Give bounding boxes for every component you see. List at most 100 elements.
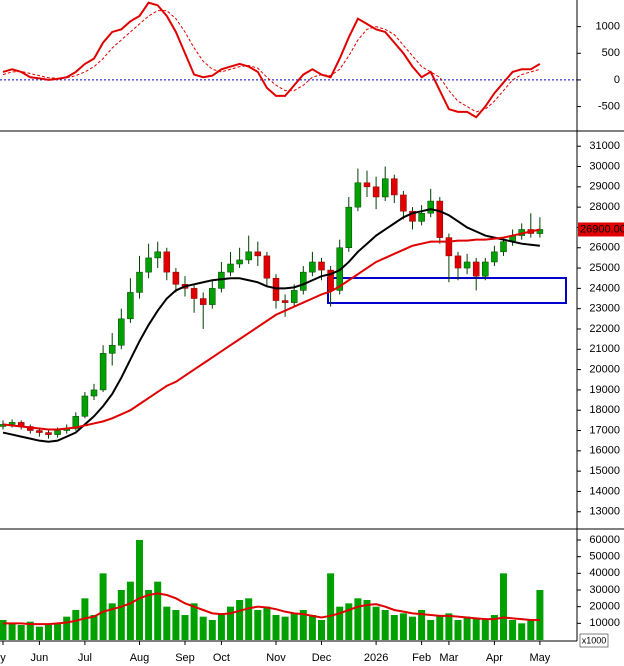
unit-label: x1000 bbox=[582, 635, 607, 645]
x-tick-label: Oct bbox=[213, 652, 230, 664]
volume-bar bbox=[35, 626, 43, 640]
volume-bar bbox=[272, 615, 280, 640]
volume-bar bbox=[163, 606, 171, 640]
candle-body bbox=[245, 251, 252, 261]
last-price-label: 26900.00 bbox=[580, 223, 624, 235]
volume-bar bbox=[381, 610, 389, 640]
x-tick-label: Dec bbox=[312, 652, 332, 664]
volume-bar bbox=[509, 620, 517, 640]
volume-bar bbox=[536, 590, 544, 640]
x-tick-label: Jun bbox=[31, 652, 49, 664]
line-series bbox=[2, 228, 541, 431]
volume-bar bbox=[518, 623, 526, 640]
volume-bar bbox=[90, 615, 98, 640]
candle-body bbox=[290, 290, 298, 303]
y-tick-label: 21000 bbox=[589, 343, 620, 355]
x-tick-label: Apr bbox=[486, 652, 503, 664]
volume-bar bbox=[126, 581, 134, 640]
y-tick-label: 16000 bbox=[589, 445, 620, 457]
y-tick-label: 28000 bbox=[589, 201, 620, 213]
x-tick-label: Mar bbox=[439, 652, 458, 664]
y-tick-label: 1000 bbox=[596, 21, 620, 33]
candle-body bbox=[163, 251, 171, 273]
y-tick-label: 25000 bbox=[589, 262, 620, 274]
x-tick-label: Jul bbox=[78, 652, 92, 664]
volume-bar bbox=[254, 610, 262, 640]
volume-bar bbox=[418, 610, 426, 640]
volume-bar bbox=[227, 606, 234, 640]
volume-bar bbox=[427, 620, 435, 640]
candle-body bbox=[472, 261, 480, 277]
volume-bar bbox=[390, 615, 398, 640]
candle-body bbox=[154, 251, 161, 259]
volume-bar bbox=[490, 615, 498, 640]
volume-bar bbox=[190, 603, 198, 640]
candle-body bbox=[263, 255, 271, 279]
line-series bbox=[2, 10, 541, 113]
y-tick-label: 20000 bbox=[589, 364, 620, 376]
volume-bar bbox=[8, 623, 16, 640]
volume-bar bbox=[17, 625, 25, 640]
candle-body bbox=[99, 353, 107, 391]
candle-body bbox=[300, 271, 307, 291]
volume-bar bbox=[372, 606, 380, 640]
y-tick-label: 30000 bbox=[589, 584, 620, 596]
candle-body bbox=[372, 186, 380, 198]
volume-bar bbox=[99, 573, 107, 640]
volume-bar bbox=[136, 540, 143, 640]
y-tick-label: -500 bbox=[598, 100, 620, 112]
volume-bar bbox=[308, 615, 316, 640]
y-tick-label: 13000 bbox=[589, 506, 620, 518]
volume-bar bbox=[327, 573, 335, 640]
y-tick-label: 20000 bbox=[589, 601, 620, 613]
candle-body bbox=[36, 430, 43, 433]
volume-bar bbox=[208, 620, 216, 640]
volume-bar bbox=[0, 620, 7, 640]
candle-body bbox=[90, 389, 98, 397]
candle-body bbox=[254, 251, 262, 257]
volume-bar bbox=[199, 616, 207, 640]
volume-bar bbox=[454, 620, 462, 640]
candle-body bbox=[118, 318, 125, 346]
candle-body bbox=[363, 182, 371, 188]
y-tick-label: 10000 bbox=[589, 617, 620, 629]
volume-bar bbox=[236, 600, 244, 640]
candle-body bbox=[8, 422, 16, 425]
candle-body bbox=[108, 344, 116, 354]
y-tick-label: 60000 bbox=[589, 534, 620, 546]
candle-body bbox=[500, 241, 507, 253]
volume-bar bbox=[399, 613, 407, 640]
y-tick-label: 22000 bbox=[589, 323, 620, 335]
volume-bar bbox=[336, 606, 344, 640]
y-tick-label: 50000 bbox=[589, 551, 620, 563]
candle-body bbox=[227, 263, 234, 273]
candle-body bbox=[418, 212, 425, 222]
candle-body bbox=[209, 288, 216, 305]
last-price-box bbox=[578, 222, 624, 237]
candle-body bbox=[190, 288, 198, 299]
x-tick-label: Feb bbox=[412, 652, 431, 664]
y-tick-label: 15000 bbox=[589, 465, 620, 477]
candle-body bbox=[445, 237, 453, 257]
y-tick-label: 30000 bbox=[589, 160, 620, 172]
volume-bar bbox=[527, 620, 535, 640]
candle-body bbox=[136, 271, 143, 293]
candle-body bbox=[463, 261, 471, 269]
volume-bar bbox=[281, 616, 289, 640]
volume-bar bbox=[363, 600, 371, 640]
candle-body bbox=[45, 432, 52, 435]
y-tick-label: 31000 bbox=[589, 140, 620, 152]
y-tick-label: 40000 bbox=[589, 567, 620, 579]
volume-bar bbox=[145, 590, 153, 640]
volume-bar bbox=[472, 618, 480, 640]
y-tick-label: 18000 bbox=[589, 404, 620, 416]
candle-body bbox=[482, 261, 489, 277]
volume-bar bbox=[181, 615, 189, 640]
candle-body bbox=[127, 292, 134, 320]
x-tick-label: 2026 bbox=[364, 652, 388, 664]
volume-bar bbox=[217, 613, 225, 640]
candle-body bbox=[409, 210, 416, 222]
candle-body bbox=[454, 255, 462, 269]
